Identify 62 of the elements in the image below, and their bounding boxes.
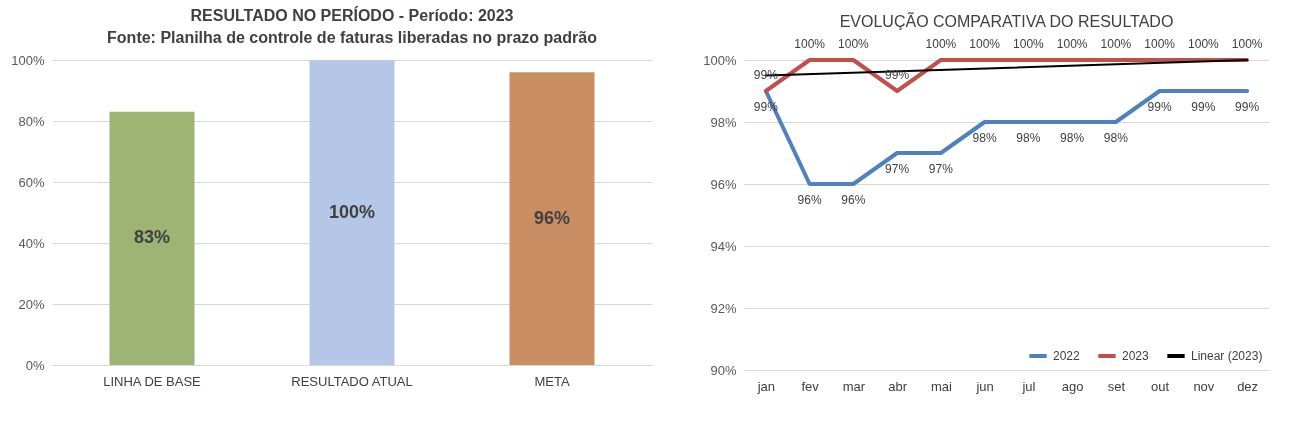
x-tick-label: nov: [1193, 378, 1215, 394]
data-label: 99%: [1235, 100, 1260, 114]
x-tick-label: dez: [1237, 378, 1259, 394]
x-tick-label: RESULTADO ATUAL: [291, 373, 413, 389]
data-label: 97%: [928, 162, 954, 176]
y-tick-label: 98%: [710, 114, 737, 130]
data-label: 97%: [885, 162, 910, 176]
y-tick-label: 40%: [18, 235, 45, 251]
data-label: 100%: [1013, 37, 1045, 51]
data-label: 100%: [969, 37, 1001, 51]
y-tick-label: 20%: [18, 296, 45, 312]
chart-title: EVOLUÇÃO COMPARATIVA DO RESULTADO: [839, 11, 1174, 30]
x-tick-label: out: [1151, 378, 1170, 394]
data-label: 98%: [1103, 131, 1129, 145]
x-tick-label: mai: [930, 378, 952, 394]
data-label: 83%: [133, 227, 171, 248]
x-tick-label: jan: [756, 378, 776, 394]
data-label: 100%: [1188, 37, 1220, 51]
data-label: 96%: [797, 193, 822, 207]
y-tick-label: 80%: [18, 113, 45, 129]
y-tick-label: 100%: [11, 52, 45, 68]
x-tick-label: mar: [842, 378, 866, 394]
x-tick-label: set: [1107, 378, 1126, 394]
data-label: 100%: [1100, 37, 1132, 51]
source-note: Fonte: Planilha de controle de faturas liberadas no prazo padrão: [107, 29, 598, 46]
bar: [509, 72, 595, 365]
x-tick-label: jun: [975, 378, 994, 394]
bar: [109, 111, 195, 365]
data-label: 100%: [838, 37, 870, 51]
x-tick-label: jul: [1021, 378, 1036, 394]
data-label: 100%: [925, 37, 957, 51]
y-tick-label: 96%: [710, 176, 737, 192]
data-label: 100%: [794, 37, 826, 51]
y-tick-label: 60%: [18, 174, 45, 190]
legend-label: 2023: [1122, 349, 1150, 363]
bar: [309, 60, 395, 365]
y-tick-label: 90%: [710, 362, 737, 378]
x-tick-label: ago: [1061, 378, 1084, 394]
data-label: 96%: [533, 207, 571, 228]
data-label: 99%: [885, 68, 910, 82]
x-tick-label: META: [534, 373, 570, 389]
x-tick-label: abr: [888, 378, 908, 394]
data-label: 100%: [328, 201, 376, 222]
legend-label: Linear (2023): [1191, 349, 1263, 363]
data-label: 100%: [1144, 37, 1176, 51]
data-label: 98%: [972, 131, 997, 145]
data-label: 100%: [1231, 37, 1263, 51]
data-label: 99%: [1191, 100, 1216, 114]
y-tick-label: 94%: [710, 238, 737, 254]
data-label: 98%: [1016, 131, 1041, 145]
data-label: 99%: [753, 68, 779, 82]
data-label: 99%: [1147, 100, 1172, 114]
data-label: 96%: [841, 193, 866, 207]
y-tick-label: 92%: [710, 300, 737, 316]
data-label: 100%: [1056, 37, 1088, 51]
y-tick-label: 0%: [25, 357, 45, 373]
y-tick-label: 100%: [703, 52, 737, 68]
x-tick-label: LINHA DE BASE: [103, 373, 202, 389]
x-tick-label: fev: [801, 378, 820, 394]
data-label: 98%: [1060, 131, 1085, 145]
legend-label: 2022: [1053, 349, 1081, 363]
chart-title: RESULTADO NO PERÍODO - Período: 2023: [190, 6, 514, 24]
